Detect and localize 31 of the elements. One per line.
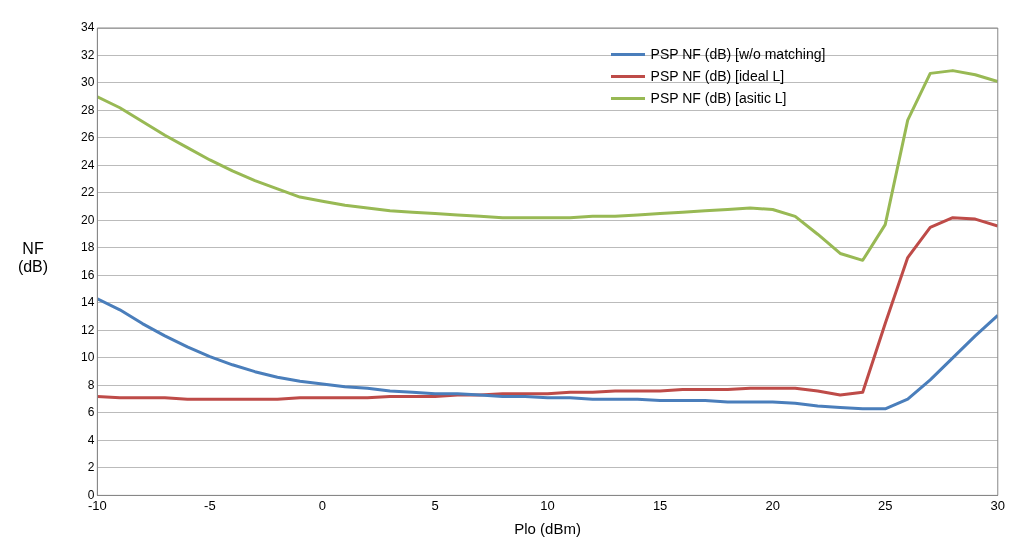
y-tick-label: 4 <box>87 432 95 447</box>
y-tick-label: 16 <box>80 267 95 282</box>
y-tick-label: 22 <box>80 185 95 200</box>
x-axis-title: Plo (dBm) <box>514 520 581 538</box>
y-tick-label: 32 <box>80 47 95 62</box>
x-tick-label: -5 <box>204 497 216 513</box>
y-tick-label: 24 <box>80 157 95 172</box>
y-tick-label: 28 <box>80 102 95 117</box>
y-tick-label: 20 <box>80 212 95 227</box>
x-tick-label: 5 <box>431 497 439 513</box>
y-axis-title: NF (dB) <box>16 239 50 276</box>
x-tick-label: 25 <box>877 497 893 513</box>
y-tick-label: 2 <box>87 460 95 475</box>
y-tick-label: 6 <box>87 405 95 420</box>
y-tick-label: 26 <box>80 130 95 145</box>
x-tick-label: 20 <box>765 497 780 513</box>
y-tick-label: 8 <box>87 377 95 392</box>
legend-label: PSP NF (dB) [ideal L] <box>650 68 785 84</box>
y-tick-label: 18 <box>80 240 95 255</box>
x-tick-label: 15 <box>652 497 668 513</box>
y-tick-label: 10 <box>80 350 95 365</box>
legend-label: PSP NF (dB) [w/o matching] <box>650 46 826 62</box>
legend-label: PSP NF (dB) [asitic L] <box>650 90 787 106</box>
y-tick-label: 34 <box>80 20 95 35</box>
y-tick-label: 14 <box>80 295 95 310</box>
x-tick-label: 30 <box>990 497 1005 513</box>
y-tick-label: 0 <box>87 487 95 502</box>
y-tick-label: 12 <box>80 322 95 337</box>
x-tick-label: 0 <box>318 497 327 513</box>
y-tick-label: 30 <box>80 75 95 90</box>
x-tick-label: 10 <box>540 497 555 513</box>
